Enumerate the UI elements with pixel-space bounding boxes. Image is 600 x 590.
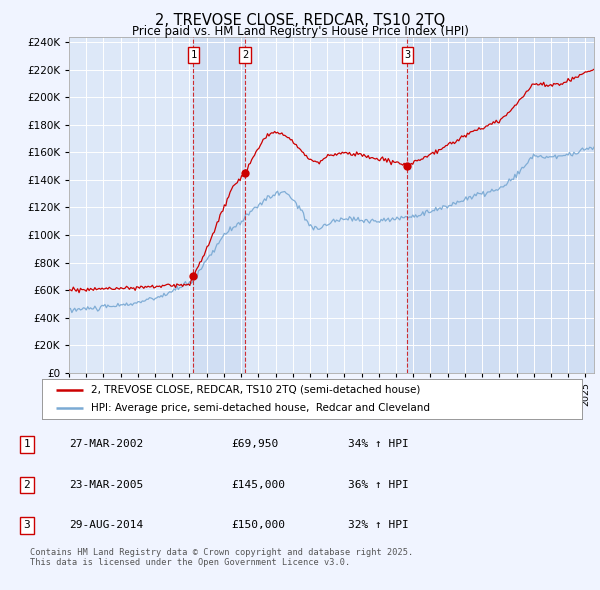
Text: 2, TREVOSE CLOSE, REDCAR, TS10 2TQ: 2, TREVOSE CLOSE, REDCAR, TS10 2TQ — [155, 13, 445, 28]
Text: 32% ↑ HPI: 32% ↑ HPI — [348, 520, 409, 530]
Text: 3: 3 — [404, 50, 410, 60]
Text: 34% ↑ HPI: 34% ↑ HPI — [348, 440, 409, 449]
Text: 2: 2 — [23, 480, 31, 490]
Text: 1: 1 — [23, 440, 31, 449]
Text: 3: 3 — [23, 520, 31, 530]
Text: Contains HM Land Registry data © Crown copyright and database right 2025.
This d: Contains HM Land Registry data © Crown c… — [30, 548, 413, 567]
Bar — [407, 37, 594, 373]
Text: 23-MAR-2005: 23-MAR-2005 — [69, 480, 143, 490]
Text: £145,000: £145,000 — [231, 480, 285, 490]
Text: 36% ↑ HPI: 36% ↑ HPI — [348, 480, 409, 490]
Text: 2: 2 — [242, 50, 248, 60]
Text: HPI: Average price, semi-detached house,  Redcar and Cleveland: HPI: Average price, semi-detached house,… — [91, 403, 430, 413]
Text: £69,950: £69,950 — [231, 440, 278, 449]
Bar — [193, 37, 245, 373]
Text: 29-AUG-2014: 29-AUG-2014 — [69, 520, 143, 530]
Text: Price paid vs. HM Land Registry's House Price Index (HPI): Price paid vs. HM Land Registry's House … — [131, 25, 469, 38]
Text: £150,000: £150,000 — [231, 520, 285, 530]
Text: 27-MAR-2002: 27-MAR-2002 — [69, 440, 143, 449]
Text: 1: 1 — [190, 50, 197, 60]
Text: 2, TREVOSE CLOSE, REDCAR, TS10 2TQ (semi-detached house): 2, TREVOSE CLOSE, REDCAR, TS10 2TQ (semi… — [91, 385, 420, 395]
